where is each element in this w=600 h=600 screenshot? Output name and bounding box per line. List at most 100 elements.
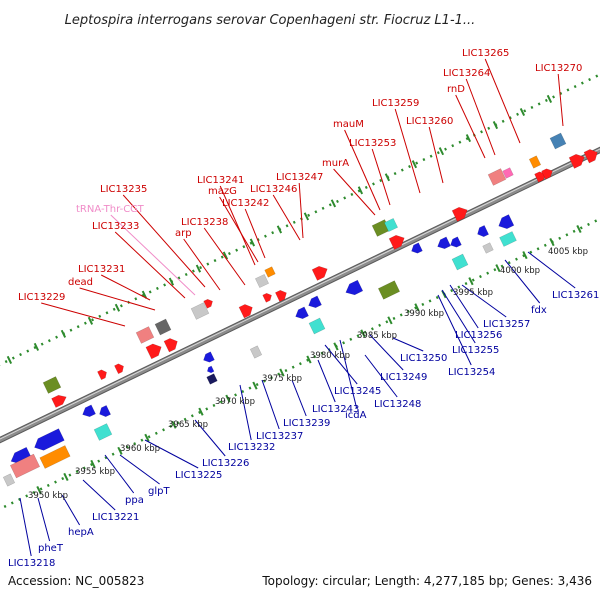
- guide-tick: [87, 316, 94, 325]
- tick-label: 3980 kbp: [310, 351, 350, 361]
- reverse-gene-arrow: [437, 236, 451, 250]
- forward-gene-arrow: [388, 235, 405, 250]
- reverse-gene-arrow: [203, 351, 215, 363]
- feature-box-shape: [487, 168, 507, 186]
- reverse-gene-arrow: [206, 365, 215, 374]
- forward-gene-label: LIC13259: [372, 98, 419, 109]
- forward-gene-arrow-shape: [97, 369, 107, 381]
- backbone-highlight: [0, 148, 600, 440]
- guide-tick: [492, 121, 499, 130]
- forward-leader: [371, 148, 391, 206]
- reverse-leader: [291, 379, 307, 417]
- tick-label: 3965 kbp: [168, 420, 208, 430]
- reverse-gene-label: hepA: [68, 527, 94, 538]
- forward-gene-label: LIC13265: [462, 48, 509, 59]
- reverse-gene-label: LIC13239: [283, 418, 330, 429]
- feature-box: [308, 317, 326, 335]
- forward-leader: [100, 274, 151, 301]
- feature-box: [206, 373, 218, 385]
- feature-box: [451, 253, 469, 271]
- forward-leader: [219, 196, 259, 263]
- guide-tick: [303, 212, 310, 221]
- tick-label: 3985 kbp: [357, 331, 397, 341]
- guide-tick: [357, 186, 364, 195]
- feature-box: [482, 242, 494, 254]
- feature-box-shape: [9, 453, 41, 479]
- reverse-leader: [437, 294, 472, 366]
- reverse-gene-label: LIC13243: [312, 404, 359, 415]
- forward-gene-arrow-shape: [51, 394, 67, 408]
- feature-box: [39, 445, 71, 469]
- tick-label: 3975 kbp: [262, 374, 302, 384]
- feature-box-shape: [528, 155, 542, 169]
- guide-tick: [171, 420, 177, 429]
- forward-gene-label: LIC13241: [197, 175, 244, 186]
- guide-tick: [438, 147, 445, 156]
- tick-guides: [0, 73, 600, 511]
- reverse-gene-label: LIC13218: [8, 558, 55, 569]
- reverse-gene-arrow-shape: [477, 224, 490, 237]
- forward-leader: [484, 58, 521, 144]
- forward-gene-arrow: [163, 338, 178, 353]
- feature-box-shape: [249, 345, 263, 359]
- forward-gene-arrow: [274, 290, 287, 303]
- guide-tick: [141, 290, 148, 299]
- reverse-gene-label: ppa: [125, 495, 144, 506]
- forward-gene-label: LIC13247: [276, 172, 323, 183]
- forward-gene-label: LIC13233: [92, 221, 139, 232]
- forward-gene-arrow: [97, 369, 107, 381]
- forward-gene-arrow-shape: [388, 235, 405, 250]
- forward-gene-arrow-shape: [163, 338, 178, 353]
- tick-label: 3955 kbp: [75, 467, 115, 477]
- feature-box: [487, 168, 507, 186]
- reverse-gene-label: LIC13261: [552, 290, 599, 301]
- reverse-leader: [504, 259, 541, 304]
- guide-tick: [225, 394, 231, 403]
- reverse-leader: [61, 494, 81, 526]
- reverse-gene-arrow-shape: [498, 214, 515, 229]
- guide-tick: [198, 407, 204, 416]
- guide-tick: [60, 329, 67, 338]
- forward-gene-label: arp: [175, 228, 192, 239]
- forward-gene-label: LIC13238: [181, 217, 228, 228]
- forward-leader: [557, 73, 564, 127]
- reverse-leader: [261, 379, 280, 430]
- forward-gene-arrow: [145, 343, 162, 360]
- forward-leader: [183, 238, 221, 291]
- reverse-gene-arrow: [295, 306, 309, 320]
- feature-box: [190, 302, 210, 320]
- reverse-leader: [37, 497, 51, 542]
- reverse-gene-arrow-shape: [437, 236, 451, 250]
- reverse-gene-arrow: [411, 242, 423, 254]
- forward-leader: [333, 168, 376, 216]
- guide-tick: [33, 342, 40, 351]
- reverse-gene-label: LIC13256: [455, 330, 502, 341]
- forward-gene-arrow-shape: [238, 304, 253, 319]
- guide-tick: [249, 238, 256, 247]
- guide-tick: [306, 355, 312, 364]
- reverse-gene-label: LIC13232: [228, 442, 275, 453]
- guide-tick: [114, 303, 121, 312]
- feature-box-shape: [254, 273, 270, 289]
- guide-tick: [384, 173, 391, 182]
- guide-tick: [276, 225, 283, 234]
- feature-box: [528, 155, 542, 169]
- reverse-gene-label: LIC13248: [374, 399, 421, 410]
- guide-tick: [519, 107, 526, 117]
- forward-gene-arrow-shape: [114, 363, 124, 375]
- feature-box-shape: [308, 317, 326, 335]
- guide-tick: [195, 264, 202, 273]
- forward-gene-label: LIC13264: [443, 68, 490, 79]
- genome-summary: Topology: circular; Length: 4,277,185 bp…: [261, 574, 592, 588]
- reverse-gene-arrow-shape: [411, 242, 423, 254]
- tick-label: 3960 kbp: [120, 444, 160, 454]
- feature-box-shape: [42, 376, 62, 394]
- reverse-gene-arrow-shape: [203, 351, 215, 363]
- guide-tick: [360, 329, 366, 338]
- guide-tick: [144, 433, 150, 442]
- forward-gene-arrow-shape: [274, 290, 287, 303]
- reverse-gene-label: glpT: [148, 486, 170, 497]
- reverse-gene-arrow: [82, 404, 96, 418]
- reverse-leader: [449, 284, 479, 329]
